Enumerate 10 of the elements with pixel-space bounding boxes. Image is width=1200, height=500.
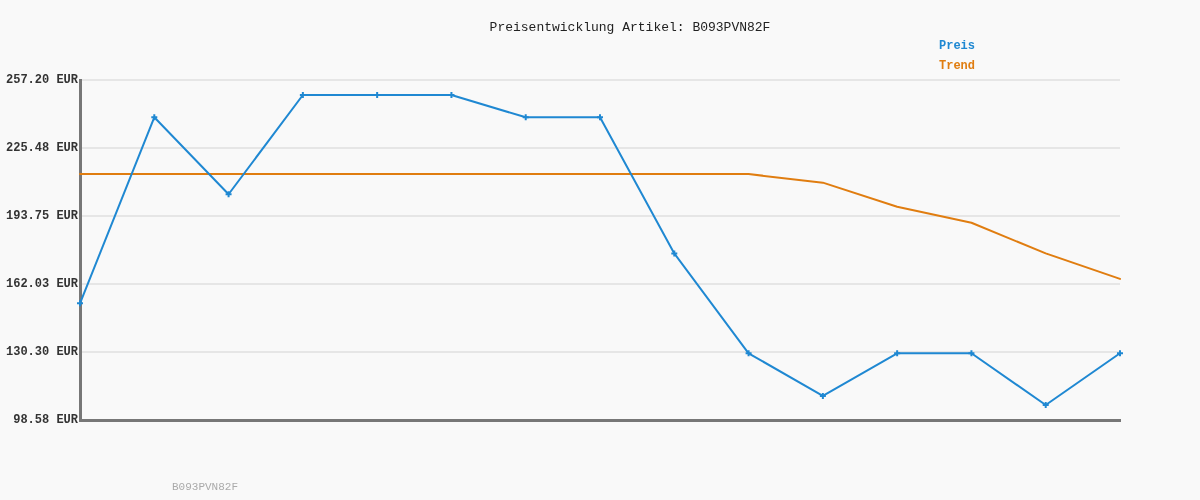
chart-title: Preisentwicklung Artikel: B093PVN82F: [489, 20, 771, 36]
y-tick-label: 98.58 EUR: [13, 413, 79, 428]
text: Preis: [939, 39, 976, 54]
y-tick-label: 162.03 EUR: [5, 277, 79, 292]
text: Trend: [939, 59, 976, 74]
y-tick-label: 225.48 EUR: [5, 141, 79, 156]
y-tick-label: 193.75 EUR: [5, 209, 79, 224]
y-tick-label: 257.20 EUR: [5, 73, 79, 88]
y-tick-label: 130.30 EUR: [5, 345, 79, 360]
text: B093PVN82F: [172, 480, 239, 493]
